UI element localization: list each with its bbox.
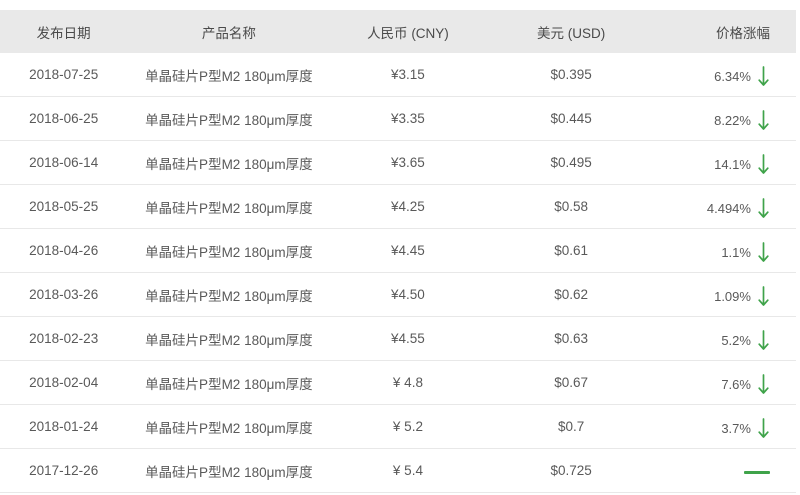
table-row: 2018-02-04 单晶硅片P型M2 180μm厚度 ¥ 4.8 $0.67 7.6%	[0, 361, 796, 405]
usd-price-cell: $0.63	[554, 331, 588, 346]
usd-price-cell: $0.495	[550, 155, 592, 170]
cny-price-cell: ¥3.35	[391, 111, 425, 126]
price-change-cell: 4.494%	[657, 198, 796, 220]
cny-price-cell: ¥ 5.4	[392, 463, 423, 478]
cny-price-cell: ¥4.55	[391, 331, 425, 346]
table-row: 2018-01-24 单晶硅片P型M2 180μm厚度 ¥ 5.2 $0.7 3.7%	[0, 405, 796, 449]
price-history-table: 发布日期 产品名称 人民币 (CNY) 美元 (USD) 价格涨幅 2018-0…	[0, 10, 796, 493]
table-header-row: 发布日期 产品名称 人民币 (CNY) 美元 (USD) 价格涨幅	[0, 10, 796, 53]
table-row: 2018-07-25 单晶硅片P型M2 180μm厚度 ¥3.15 $0.395 6.3…	[0, 53, 796, 97]
change-percent-label: 3.7%	[721, 421, 751, 436]
publish-date-cell: 2018-02-04	[29, 375, 99, 390]
cny-price-cell: ¥4.45	[391, 243, 425, 258]
cny-price-cell: ¥4.25	[391, 199, 425, 214]
header-cny-price: 人民币 (CNY)	[367, 25, 449, 41]
arrow-down-icon	[758, 154, 770, 176]
change-percent-label: 1.09%	[714, 289, 751, 304]
change-percent-label: 6.34%	[714, 69, 751, 84]
product-name-cell: 单晶硅片P型M2 180μm厚度	[145, 112, 313, 128]
arrow-down-icon	[758, 418, 770, 440]
change-percent-label: 8.22%	[714, 113, 751, 128]
change-percent-label: 1.1%	[721, 245, 751, 260]
arrow-down-icon	[758, 286, 770, 308]
price-change-cell: 8.22%	[657, 110, 796, 132]
table-row: 2018-03-26 单晶硅片P型M2 180μm厚度 ¥4.50 $0.62 1.09…	[0, 273, 796, 317]
usd-price-cell: $0.395	[550, 67, 592, 82]
usd-price-cell: $0.61	[554, 243, 588, 258]
publish-date-cell: 2018-03-26	[29, 287, 99, 302]
arrow-down-icon	[758, 66, 770, 88]
table-row: 2018-02-23 单晶硅片P型M2 180μm厚度 ¥4.55 $0.63 5.2%	[0, 317, 796, 361]
change-percent-label: 5.2%	[721, 333, 751, 348]
publish-date-cell: 2018-05-25	[29, 199, 99, 214]
publish-date-cell: 2018-04-26	[29, 243, 99, 258]
price-change-cell: 6.34%	[657, 66, 796, 88]
table-row: 2018-06-14 单晶硅片P型M2 180μm厚度 ¥3.65 $0.495 14.…	[0, 141, 796, 185]
usd-price-cell: $0.58	[554, 199, 588, 214]
arrow-down-icon	[758, 330, 770, 352]
table-row: 2018-06-25 单晶硅片P型M2 180μm厚度 ¥3.35 $0.445 8.2…	[0, 97, 796, 141]
price-change-cell: 1.1%	[657, 242, 796, 264]
publish-date-cell: 2018-06-25	[29, 111, 99, 126]
arrow-down-icon	[758, 242, 770, 264]
product-name-cell: 单晶硅片P型M2 180μm厚度	[145, 200, 313, 216]
table-row: 2017-12-26 单晶硅片P型M2 180μm厚度 ¥ 5.4 $0.725	[0, 449, 796, 493]
change-percent-label: 7.6%	[721, 377, 751, 392]
product-name-cell: 单晶硅片P型M2 180μm厚度	[145, 68, 313, 84]
product-name-cell: 单晶硅片P型M2 180μm厚度	[145, 376, 313, 392]
usd-price-cell: $0.725	[550, 463, 592, 478]
price-change-cell: 7.6%	[657, 374, 796, 396]
price-change-cell	[657, 471, 796, 474]
arrow-down-icon	[758, 374, 770, 396]
publish-date-cell: 2018-06-14	[29, 155, 99, 170]
header-usd-price: 美元 (USD)	[536, 25, 606, 41]
publish-date-cell: 2018-07-25	[29, 67, 99, 82]
price-change-cell: 14.1%	[657, 154, 796, 176]
product-name-cell: 单晶硅片P型M2 180μm厚度	[145, 156, 313, 172]
publish-date-cell: 2018-01-24	[29, 419, 99, 434]
product-name-cell: 单晶硅片P型M2 180μm厚度	[145, 464, 313, 480]
arrow-down-icon	[758, 110, 770, 132]
publish-date-cell: 2018-02-23	[29, 331, 99, 346]
publish-date-cell: 2017-12-26	[29, 463, 99, 478]
header-price-change: 价格涨幅	[715, 25, 770, 41]
cny-price-cell: ¥3.15	[391, 67, 425, 82]
price-change-cell: 5.2%	[657, 330, 796, 352]
cny-price-cell: ¥ 5.2	[392, 419, 423, 434]
cny-price-cell: ¥ 4.8	[392, 375, 423, 390]
price-change-cell: 3.7%	[657, 418, 796, 440]
no-change-dash-icon	[743, 471, 770, 474]
header-publish-date: 发布日期	[36, 25, 91, 41]
table-body: 2018-07-25 单晶硅片P型M2 180μm厚度 ¥3.15 $0.395 6.3…	[0, 53, 796, 493]
table-row: 2018-05-25 单晶硅片P型M2 180μm厚度 ¥4.25 $0.58 4.49…	[0, 185, 796, 229]
usd-price-cell: $0.7	[557, 419, 585, 434]
price-change-cell: 1.09%	[657, 286, 796, 308]
product-name-cell: 单晶硅片P型M2 180μm厚度	[145, 332, 313, 348]
product-name-cell: 单晶硅片P型M2 180μm厚度	[145, 420, 313, 436]
cny-price-cell: ¥3.65	[391, 155, 425, 170]
change-percent-label: 4.494%	[706, 201, 751, 216]
header-product-name: 产品名称	[201, 25, 256, 41]
product-name-cell: 单晶硅片P型M2 180μm厚度	[145, 288, 313, 304]
usd-price-cell: $0.67	[554, 375, 588, 390]
table-row: 2018-04-26 单晶硅片P型M2 180μm厚度 ¥4.45 $0.61 1.1%	[0, 229, 796, 273]
change-percent-label: 14.1%	[714, 157, 751, 172]
arrow-down-icon	[758, 198, 770, 220]
usd-price-cell: $0.445	[550, 111, 592, 126]
cny-price-cell: ¥4.50	[391, 287, 425, 302]
usd-price-cell: $0.62	[554, 287, 588, 302]
product-name-cell: 单晶硅片P型M2 180μm厚度	[145, 244, 313, 260]
